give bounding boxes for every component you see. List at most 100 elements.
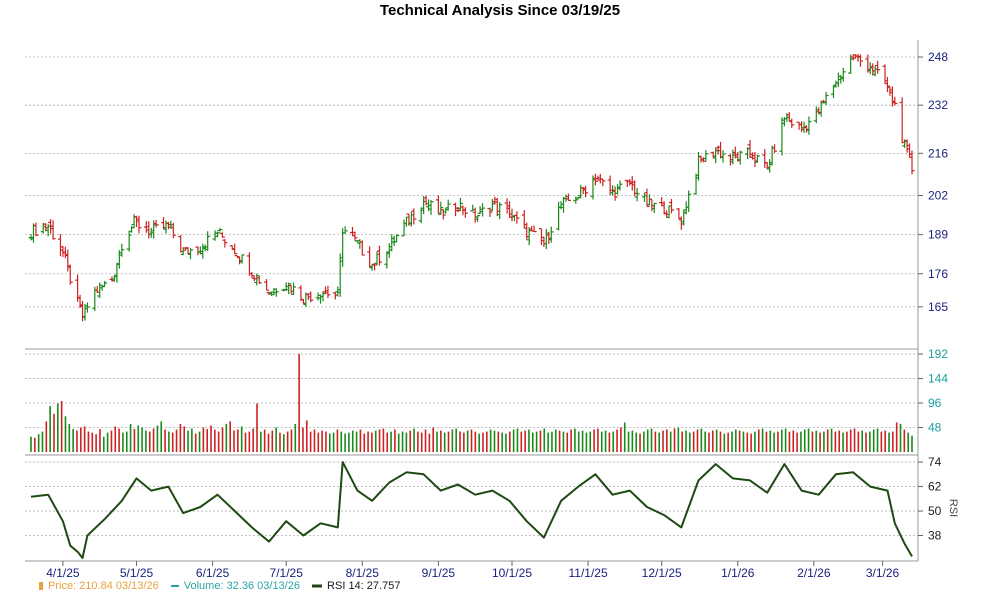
volume-bar — [53, 413, 55, 452]
volume-tick-label: 144 — [928, 372, 948, 386]
volume-bar — [849, 429, 852, 452]
price-bar — [556, 201, 562, 231]
volume-bar — [351, 430, 354, 452]
price-bar — [153, 219, 159, 228]
volume-bar — [413, 428, 415, 452]
price-bar — [470, 204, 476, 212]
rsi-tick-label: 62 — [928, 480, 942, 494]
volume-bar — [899, 423, 902, 452]
price-bar — [884, 76, 890, 93]
price-bar — [583, 185, 589, 198]
price-bar — [163, 220, 169, 234]
volume-bar — [160, 421, 163, 452]
price-bar — [840, 67, 846, 82]
volume-bar — [512, 429, 515, 452]
x-tick-label: 11/1/25 — [568, 566, 607, 580]
price-bar — [234, 254, 240, 258]
volume-bar — [359, 429, 362, 452]
volume-bar — [819, 432, 821, 452]
volume-bar — [252, 428, 254, 452]
volume-bar — [290, 429, 293, 452]
volume-bar — [443, 432, 446, 452]
price-bar — [80, 300, 86, 322]
price-bar — [857, 54, 863, 67]
price-bar — [77, 294, 83, 309]
price-bar — [369, 264, 375, 271]
price-bar — [494, 198, 500, 217]
price-bar — [354, 240, 360, 243]
volume-bar — [298, 354, 300, 452]
volume-bar — [79, 427, 82, 452]
price-bar — [305, 293, 311, 300]
volume-bar — [516, 428, 519, 452]
price-bar — [727, 154, 733, 166]
price-bar — [681, 209, 687, 226]
volume-bar — [746, 432, 749, 452]
price-bar — [308, 291, 314, 303]
volume-bar — [627, 431, 630, 452]
volume-bar — [558, 430, 561, 452]
volume-bar — [903, 429, 906, 452]
price-tick-label: 248 — [928, 50, 948, 64]
chart-title: Technical Analysis Since 03/19/25 — [379, 2, 621, 19]
price-bar — [507, 201, 513, 218]
price-bar — [298, 285, 304, 302]
volume-bar — [735, 429, 737, 452]
price-bar — [246, 252, 252, 276]
volume-bar — [470, 429, 473, 452]
price-bar — [30, 223, 36, 243]
rsi-axis-label: RSI — [947, 499, 959, 517]
volume-bar — [486, 431, 488, 452]
price-bar — [909, 150, 915, 175]
volume-bar — [838, 430, 841, 452]
price-bar — [796, 121, 802, 130]
price-bar — [205, 231, 211, 251]
price-bar — [411, 208, 417, 225]
volume-bar — [895, 422, 898, 452]
price-tick-label: 165 — [928, 300, 948, 314]
x-tick-label: 3/1/26 — [866, 566, 900, 580]
price-bar — [713, 147, 719, 164]
price-bar — [703, 150, 709, 162]
volume-bar — [175, 429, 178, 452]
price-bar — [421, 196, 427, 215]
volume-bar — [650, 428, 653, 452]
price-bar — [374, 251, 380, 266]
volume-bar — [378, 429, 381, 452]
volume-bar — [260, 431, 262, 452]
volume-bar — [708, 432, 710, 452]
price-bar — [114, 262, 120, 283]
price-bar — [116, 250, 122, 269]
price-bar — [561, 196, 567, 213]
volume-bar — [577, 431, 580, 452]
price-bar — [445, 199, 451, 211]
rsi-tick-label: 38 — [928, 529, 942, 543]
volume-bar — [45, 421, 48, 452]
volume-bar — [723, 433, 726, 452]
volume-bar — [788, 431, 791, 452]
volume-bar — [562, 431, 565, 452]
price-bar — [188, 248, 194, 260]
volume-bar — [600, 431, 603, 452]
volume-tick-label: 48 — [928, 421, 942, 435]
x-tick-label: 6/1/25 — [196, 566, 230, 580]
price-bar — [443, 207, 449, 214]
volume-bar — [823, 431, 825, 452]
volume-bar — [336, 429, 339, 452]
legend-rsi: RSI 14: 27.757 — [311, 580, 404, 592]
volume-bar — [118, 428, 120, 452]
volume-bar — [784, 428, 787, 452]
volume-bar — [133, 429, 136, 452]
price-bar — [669, 198, 675, 214]
price-bar — [867, 62, 873, 75]
price-bar — [251, 275, 257, 282]
price-bar — [84, 302, 90, 313]
volume-bar — [761, 428, 764, 452]
price-bar — [202, 244, 208, 252]
volume-bar — [83, 426, 86, 452]
price-bar — [217, 227, 223, 232]
volume-tick-label: 96 — [928, 396, 942, 410]
price-bar — [232, 243, 238, 255]
